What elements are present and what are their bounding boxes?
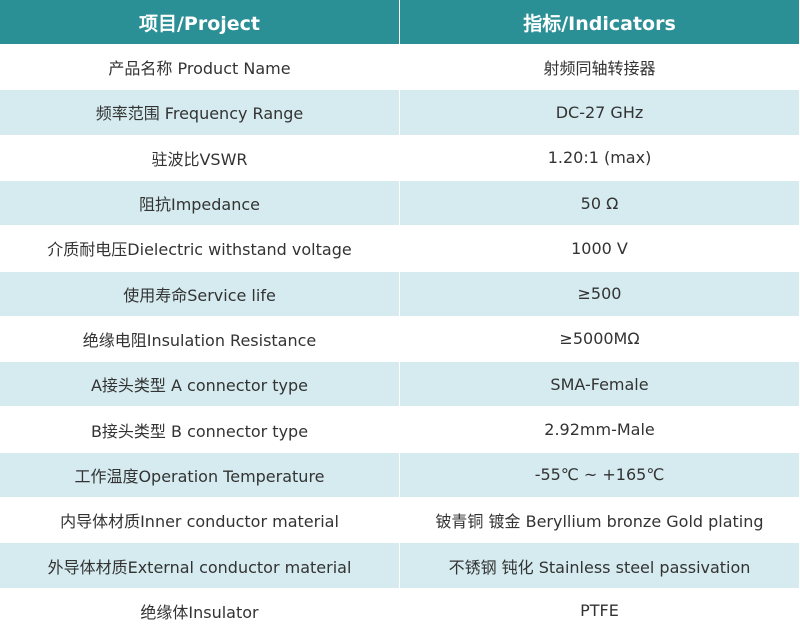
table-cell: -55℃ ~ +165℃ bbox=[400, 452, 800, 499]
table-cell: 射频同轴转接器 bbox=[400, 45, 800, 91]
table-cell: 不锈钢 钝化 Stainless steel passivation bbox=[400, 543, 800, 589]
table-cell: ≥500 bbox=[400, 271, 800, 317]
header-cell: 指标/Indicators bbox=[400, 0, 800, 45]
table-cell: 产品名称 Product Name bbox=[0, 45, 400, 91]
table-cell: 使用寿命Service life bbox=[0, 271, 400, 317]
table-cell: 绝缘电阻Insulation Resistance bbox=[0, 316, 400, 363]
header-cell: 项目/Project bbox=[0, 0, 400, 45]
table-cell: 1.20:1 (max) bbox=[400, 135, 800, 181]
table-cell: 频率范围 Frequency Range bbox=[0, 90, 400, 136]
table-cell: DC-27 GHz bbox=[400, 90, 800, 136]
table-cell: 1000 V bbox=[400, 226, 800, 272]
table-cell: 介质耐电压Dielectric withstand voltage bbox=[0, 226, 400, 272]
table-cell: 驻波比VSWR bbox=[0, 135, 400, 181]
table-cell: PTFE bbox=[400, 588, 800, 634]
table-cell: 阻抗Impedance bbox=[0, 180, 400, 227]
table-cell: 绝缘体Insulator bbox=[0, 588, 400, 634]
table-cell: 50 Ω bbox=[400, 180, 800, 227]
table-cell: A接头类型 A connector type bbox=[0, 362, 400, 408]
table-cell: SMA-Female bbox=[400, 362, 800, 408]
table-cell: 外导体材质External conductor material bbox=[0, 543, 400, 589]
table-cell: ≥5000MΩ bbox=[400, 316, 800, 363]
table-cell: 内导体材质Inner conductor material bbox=[0, 498, 400, 544]
table-cell: 铍青铜 镀金 Beryllium bronze Gold plating bbox=[400, 498, 800, 544]
table-cell: 2.92mm-Male bbox=[400, 407, 800, 453]
table-cell: B接头类型 B connector type bbox=[0, 407, 400, 453]
table-cell: 工作温度Operation Temperature bbox=[0, 452, 400, 499]
